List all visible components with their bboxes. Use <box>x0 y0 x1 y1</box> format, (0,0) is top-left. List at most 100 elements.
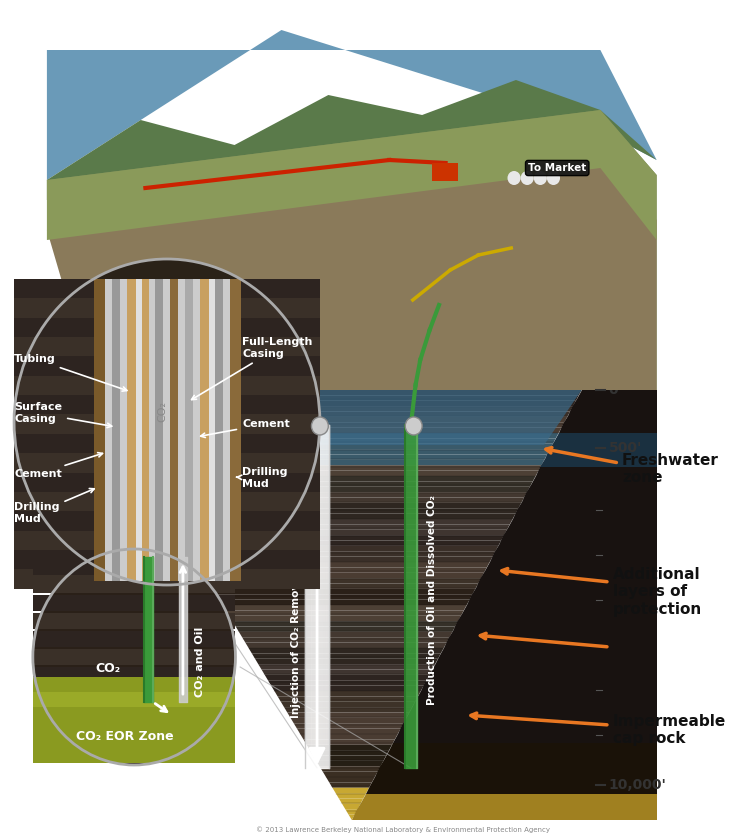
Polygon shape <box>480 571 656 579</box>
Bar <box>120 279 127 581</box>
Bar <box>33 692 235 707</box>
Text: Injection
Well: Injection Well <box>163 176 231 206</box>
Bar <box>33 559 235 575</box>
Bar <box>431 163 458 181</box>
Polygon shape <box>145 476 536 482</box>
Polygon shape <box>342 804 360 810</box>
Polygon shape <box>223 605 467 611</box>
Circle shape <box>14 259 320 585</box>
Polygon shape <box>316 761 383 766</box>
Polygon shape <box>549 441 656 451</box>
Text: To Market: To Market <box>528 163 586 173</box>
Polygon shape <box>194 556 493 562</box>
Polygon shape <box>152 487 530 492</box>
Polygon shape <box>361 795 656 803</box>
Text: Production
Well: Production Well <box>325 220 411 250</box>
Polygon shape <box>374 769 656 777</box>
Polygon shape <box>485 562 656 571</box>
Polygon shape <box>346 810 357 815</box>
Bar <box>33 577 235 593</box>
Polygon shape <box>201 567 487 573</box>
Polygon shape <box>47 30 656 180</box>
Polygon shape <box>261 670 432 675</box>
Polygon shape <box>258 664 435 670</box>
Text: Full-Length
Casing: Full-Length Casing <box>192 337 312 399</box>
Polygon shape <box>453 623 656 631</box>
Text: CO₂ EOR Zone: CO₂ EOR Zone <box>76 731 174 743</box>
Polygon shape <box>439 648 656 657</box>
Polygon shape <box>132 455 547 460</box>
Bar <box>33 595 235 611</box>
Polygon shape <box>213 589 475 594</box>
Polygon shape <box>403 717 656 726</box>
Bar <box>14 434 320 453</box>
Circle shape <box>534 171 547 185</box>
Polygon shape <box>249 648 444 654</box>
Bar <box>14 530 320 550</box>
Polygon shape <box>513 510 656 519</box>
Text: Tubing: Tubing <box>14 354 127 391</box>
Polygon shape <box>434 657 656 665</box>
Polygon shape <box>313 755 386 761</box>
Polygon shape <box>563 416 656 425</box>
Text: Additional
layers of
protection: Additional layers of protection <box>613 567 702 617</box>
Polygon shape <box>47 80 656 200</box>
Polygon shape <box>508 519 656 528</box>
Bar <box>14 279 320 299</box>
Polygon shape <box>476 579 656 588</box>
Bar <box>14 337 320 357</box>
Text: Surface
Casing: Surface Casing <box>14 403 112 428</box>
Bar <box>185 279 193 581</box>
Bar <box>136 279 141 581</box>
Polygon shape <box>526 485 656 493</box>
Bar <box>215 279 223 581</box>
Polygon shape <box>349 815 354 820</box>
Polygon shape <box>425 674 656 682</box>
Polygon shape <box>97 395 579 401</box>
Polygon shape <box>265 675 429 680</box>
Polygon shape <box>421 682 656 691</box>
Polygon shape <box>161 503 521 508</box>
Polygon shape <box>326 777 374 783</box>
Polygon shape <box>116 428 562 433</box>
Polygon shape <box>320 766 380 772</box>
Polygon shape <box>522 493 656 502</box>
Circle shape <box>33 549 235 765</box>
Polygon shape <box>297 728 400 734</box>
Text: 500': 500' <box>609 441 642 455</box>
Polygon shape <box>339 799 363 804</box>
Polygon shape <box>490 554 656 562</box>
Polygon shape <box>175 524 510 529</box>
Polygon shape <box>236 627 455 632</box>
Polygon shape <box>416 691 656 700</box>
Polygon shape <box>545 451 656 459</box>
Text: 10,000': 10,000' <box>609 778 667 792</box>
Bar <box>33 613 235 629</box>
Circle shape <box>406 417 422 435</box>
Polygon shape <box>242 638 449 643</box>
Bar <box>33 631 235 647</box>
Polygon shape <box>252 654 441 659</box>
Polygon shape <box>380 760 656 769</box>
Polygon shape <box>168 513 516 519</box>
Polygon shape <box>462 605 656 613</box>
Polygon shape <box>100 401 576 406</box>
Polygon shape <box>197 562 490 567</box>
Polygon shape <box>171 519 513 524</box>
Polygon shape <box>457 613 656 623</box>
Polygon shape <box>384 751 656 760</box>
Polygon shape <box>303 739 395 745</box>
Polygon shape <box>536 467 656 476</box>
Text: CO₂: CO₂ <box>95 663 121 675</box>
Polygon shape <box>503 528 656 536</box>
Bar <box>14 472 320 492</box>
Text: © 2013 Lawrence Berkeley National Laboratory & Environmental Protection Agency: © 2013 Lawrence Berkeley National Labora… <box>256 826 551 832</box>
Polygon shape <box>149 482 533 487</box>
Bar <box>14 299 320 318</box>
Polygon shape <box>120 433 559 438</box>
Polygon shape <box>255 659 438 664</box>
Bar <box>14 570 320 589</box>
Polygon shape <box>411 700 656 708</box>
Polygon shape <box>210 583 478 589</box>
Polygon shape <box>329 783 372 788</box>
